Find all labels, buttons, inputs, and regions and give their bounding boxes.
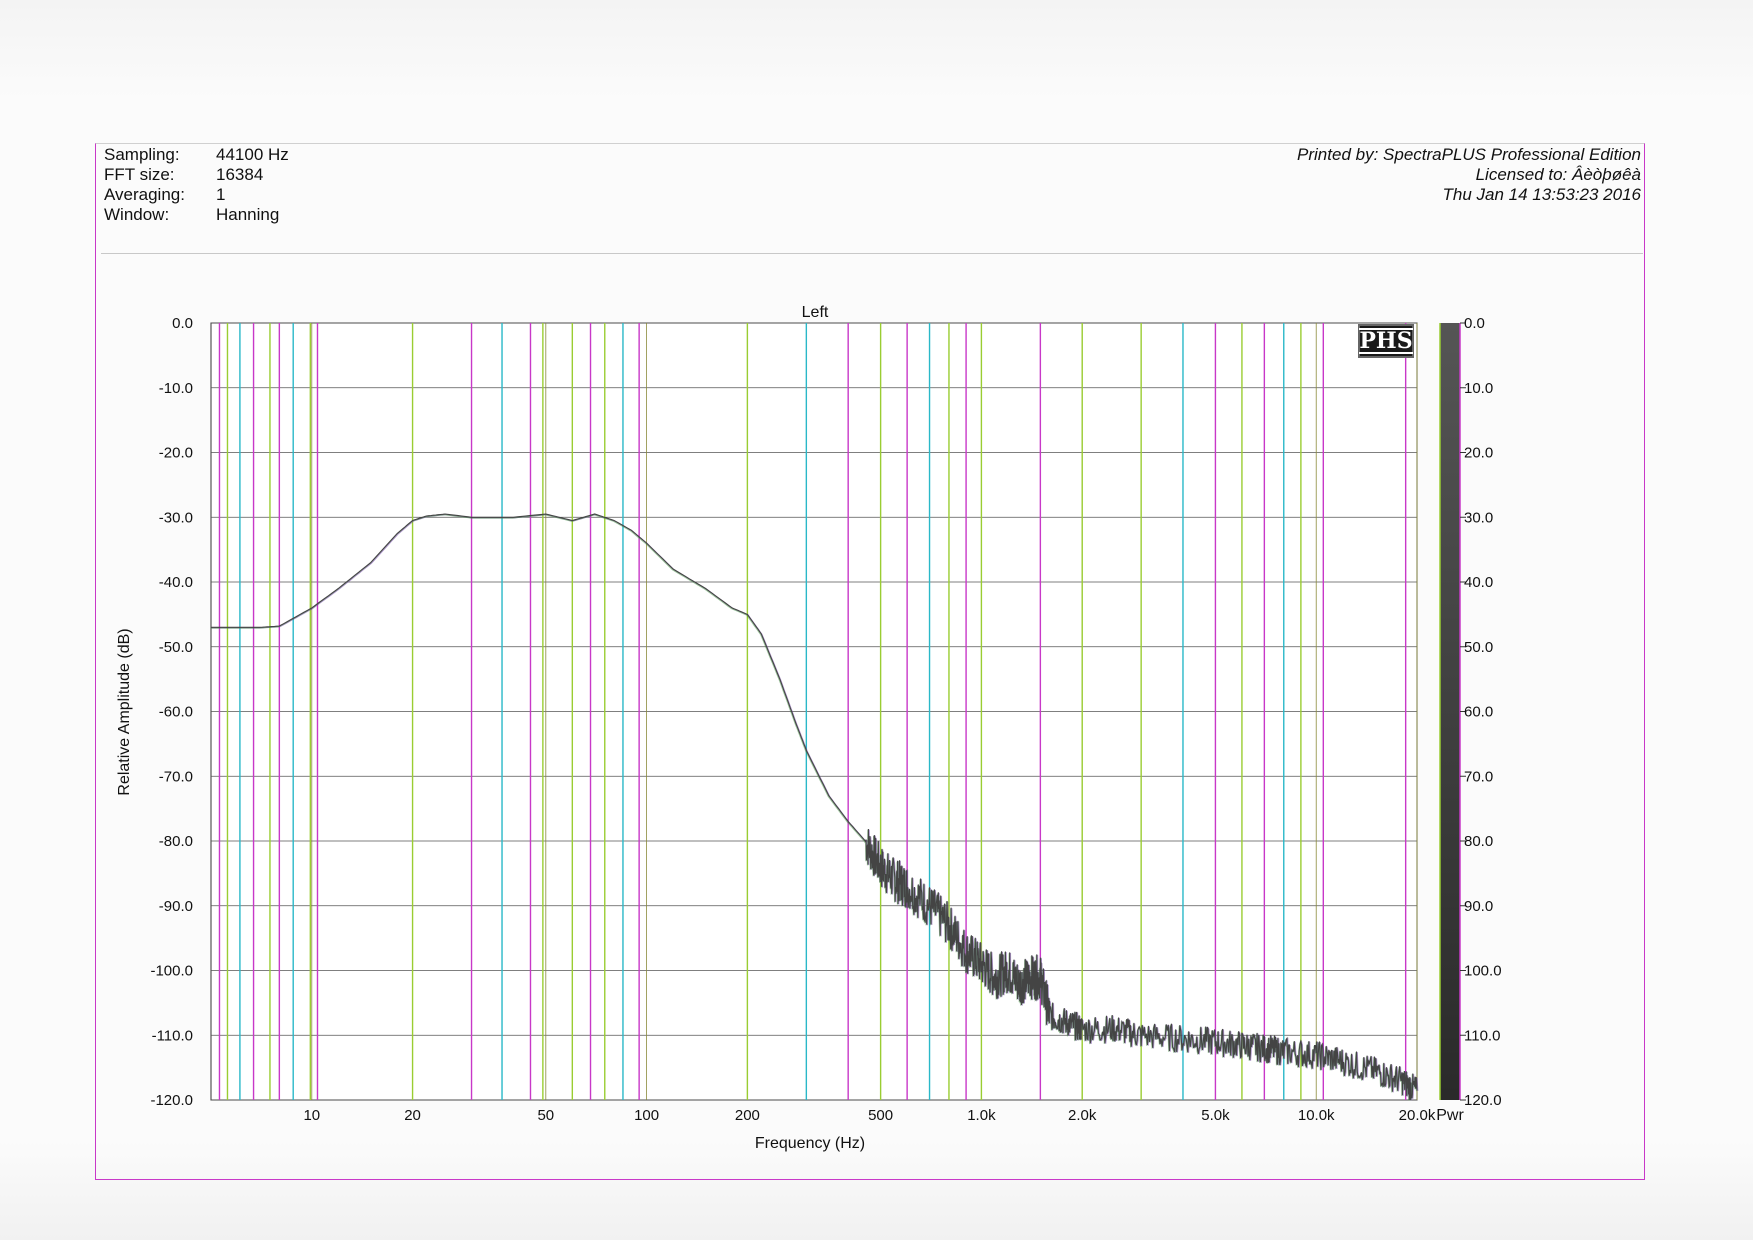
print-timestamp: Thu Jan 14 13:53:23 2016 <box>1442 185 1642 204</box>
fft-size-value: 16384 <box>216 165 264 184</box>
colorbar <box>1440 323 1460 1100</box>
colorbar-tick-label: 90.0 <box>1464 898 1493 915</box>
colorbar-tick-label: 80.0 <box>1464 833 1493 850</box>
x-axis-label: Frequency (Hz) <box>755 1135 865 1152</box>
y-tick-label: -110.0 <box>152 1027 193 1044</box>
colorbar-tick-label: 20.0 <box>1464 445 1493 462</box>
x-tick-label: 500 <box>868 1107 893 1124</box>
averaging-value: 1 <box>216 185 226 204</box>
x-tick-label: 10 <box>303 1107 320 1124</box>
x-tick-label: 20 <box>404 1107 421 1124</box>
colorbar-tick-label: 40.0 <box>1464 574 1493 591</box>
y-tick-label: -90.0 <box>159 898 193 915</box>
y-tick-label: -80.0 <box>159 833 193 850</box>
sampling-label: Sampling: <box>104 145 180 164</box>
y-tick-label: -120.0 <box>150 1092 193 1109</box>
colorbar-tick-label: 30.0 <box>1464 509 1493 526</box>
colorbar-tick-label: 50.0 <box>1464 639 1493 656</box>
y-tick-label: -20.0 <box>159 445 193 462</box>
printout-frame <box>95 143 1645 1180</box>
licensed-to: Licensed to: Âèòþøêà <box>1475 165 1641 184</box>
colorbar-tick-label: 0.0 <box>1464 315 1485 332</box>
x-tick-label: 20.0k <box>1399 1107 1436 1124</box>
window-value: Hanning <box>216 205 280 224</box>
y-tick-label: -40.0 <box>159 574 193 591</box>
printed-by: Printed by: SpectraPLUS Professional Edi… <box>1297 145 1641 164</box>
window-label: Window: <box>104 205 170 224</box>
series-line <box>211 513 1418 1100</box>
y-tick-label: -60.0 <box>159 704 193 721</box>
chart-title: Left <box>802 304 829 321</box>
y-tick-label: -100.0 <box>150 963 193 980</box>
colorbar-tick-label: 60.0 <box>1464 704 1493 721</box>
phs-logo-text: PHS <box>1359 328 1413 354</box>
y-tick-label: -70.0 <box>159 768 193 785</box>
y-axis-label: Relative Amplitude (dB) <box>116 628 133 795</box>
sampling-value: 44100 Hz <box>216 145 289 164</box>
y-tick-label: -50.0 <box>159 639 193 656</box>
phs-logo: PHS <box>1358 324 1414 358</box>
x-tick-label: 100 <box>634 1107 659 1124</box>
x-tick-label: 2.0k <box>1068 1107 1097 1124</box>
colorbar-tick-label: 100.0 <box>1464 963 1502 980</box>
y-tick-label: -30.0 <box>159 509 193 526</box>
fft-size-label: FFT size: <box>104 165 175 184</box>
x-tick-label: 5.0k <box>1201 1107 1230 1124</box>
x-tick-label: 1.0k <box>967 1107 996 1124</box>
colorbar-tick-label: 110.0 <box>1464 1027 1500 1044</box>
y-tick-label: 0.0 <box>172 315 193 332</box>
header-separator <box>101 253 1643 254</box>
averaging-label: Averaging: <box>104 185 185 204</box>
colorbar-tick-label: 120.0 <box>1464 1092 1502 1109</box>
x-tick-label: 50 <box>537 1107 554 1124</box>
y-tick-label: -10.0 <box>159 380 193 397</box>
x-tick-label: 200 <box>735 1107 760 1124</box>
colorbar-label: Pwr <box>1436 1107 1464 1124</box>
colorbar-tick-label: 10.0 <box>1464 380 1493 397</box>
x-tick-label: 10.0k <box>1298 1107 1335 1124</box>
colorbar-tick-label: 70.0 <box>1464 768 1493 785</box>
